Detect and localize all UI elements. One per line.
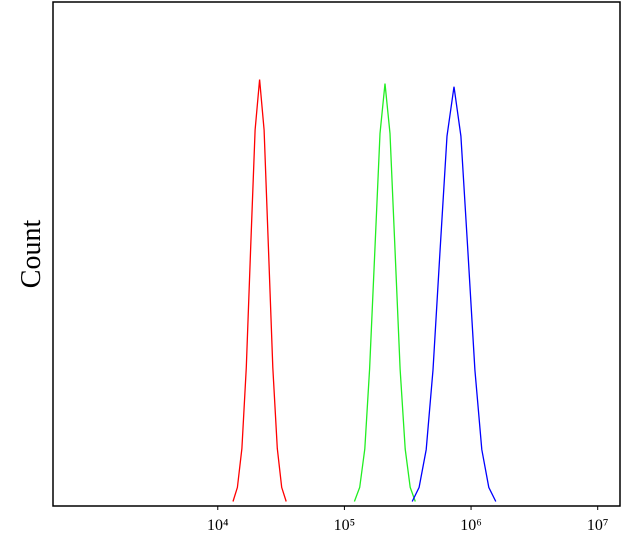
plot-frame [52, 1, 621, 507]
x-tick-label: 10⁵ [334, 517, 356, 534]
x-tick-label: 10⁴ [207, 517, 229, 534]
histogram-line [353, 83, 416, 502]
x-tick-label: 10⁶ [460, 517, 482, 534]
histogram-line [232, 79, 287, 502]
histogram-line [411, 86, 497, 502]
x-tick-label: 10⁷ [587, 517, 609, 534]
y-axis-label: Count [16, 220, 47, 289]
